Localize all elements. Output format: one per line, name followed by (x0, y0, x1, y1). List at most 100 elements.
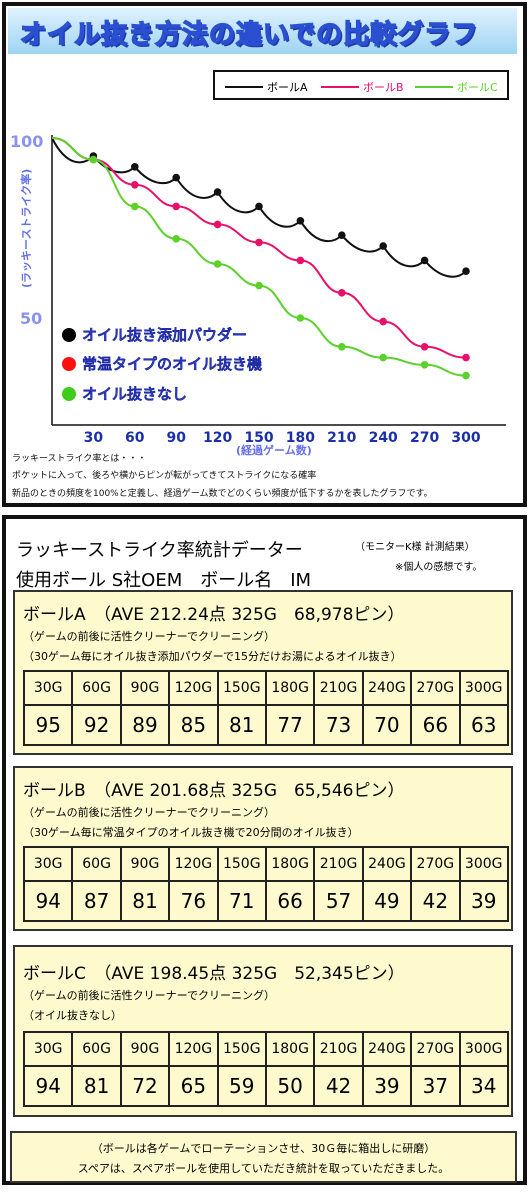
ball-c-value-9: 34 (458, 1065, 509, 1107)
x-tick-180: 180 (286, 430, 315, 446)
series-2-point-1 (131, 202, 139, 211)
ball-a-value-4: 81 (216, 704, 267, 746)
series-0-point-5 (296, 217, 305, 225)
ball-b-header-2: 90G (119, 846, 171, 882)
ball-c-header-8: 270G (410, 1031, 461, 1067)
legend-swatch-a (225, 86, 263, 88)
series-2-point-5 (296, 314, 305, 322)
ball-b-header-4: 150G (216, 846, 267, 882)
annotation-dot-b (62, 356, 76, 371)
ball-c-value-6: 42 (313, 1065, 364, 1107)
series-2-point-9 (462, 371, 470, 380)
y-axis-label: (ラッキーストライク率) (19, 169, 33, 288)
x-tick-300: 300 (451, 430, 480, 446)
ball-c-value-4: 59 (216, 1065, 267, 1107)
ball-b-header-9: 300G (458, 846, 509, 882)
series-2-point-2 (172, 235, 180, 243)
ball-c-value-1: 81 (71, 1065, 122, 1107)
ball-c-header-5: 180G (264, 1031, 316, 1067)
series-1-point-5 (296, 256, 305, 265)
ball-b-panel: ボールB （AVE 201.68点 325G 65,546ピン） （ゲームの前後… (13, 766, 513, 931)
ball-a-header-1: 60G (71, 670, 122, 706)
annotation-label-c: オイル抜きなし (82, 385, 188, 403)
title-band: オイル抜き方法の違いでの比較グラフ (8, 8, 517, 54)
series-2-point-0 (89, 155, 98, 164)
annotation-label-a: オイル抜き添加パウダー (82, 326, 248, 344)
x-tick-210: 210 (327, 430, 356, 446)
series-1-point-6 (338, 289, 346, 297)
ball-c-value-0: 94 (22, 1065, 74, 1107)
series-2-point-6 (338, 343, 346, 351)
ball-c-header-0: 30G (22, 1031, 74, 1067)
series-1-point-4 (255, 238, 263, 247)
ball-b-header-row: 30G 60G 90G 120G 150G 180G 210G 240G 270G 300G (22, 846, 509, 882)
x-tick-270: 270 (410, 430, 439, 446)
ball-c-value-7: 39 (361, 1065, 413, 1107)
line-chart: 100 50 (ラッキーストライク率) (経過ゲーム数) 30 60 90 120 15… (10, 132, 506, 457)
ball-b-value-9: 39 (458, 880, 509, 922)
x-tick-30: 30 (84, 430, 104, 446)
x-tick-90: 90 (166, 430, 186, 446)
ball-a-header-2: 90G (119, 670, 171, 706)
ball-c-value-5: 50 (264, 1065, 316, 1107)
ball-a-header-3: 120G (168, 670, 219, 706)
ball-a-panel: ボールA （AVE 212.24点 325G 68,978ピン） （ゲームの前後… (13, 590, 513, 755)
ball-a-value-1: 92 (71, 704, 122, 746)
stats-source: （モニターK様 計測結果） (355, 542, 475, 553)
ball-a-value-5: 77 (264, 704, 316, 746)
ball-a-value-6: 73 (313, 704, 364, 746)
series-2-point-8 (420, 361, 429, 369)
ball-c-table: 30G 60G 90G 120G 150G 180G 210G 240G 270G 300G 94… (22, 1031, 509, 1107)
annotation-dot-a (62, 327, 76, 342)
note-line-1: ラッキーストライク率とは・・・ (12, 454, 147, 464)
ball-c-header-4: 150G (216, 1031, 267, 1067)
x-tick-240: 240 (369, 430, 398, 446)
ball-b-header-6: 210G (313, 846, 364, 882)
ball-b-header-7: 240G (361, 846, 413, 882)
stats-disclaimer: ※個人の感想です。 (395, 562, 483, 573)
ball-c-heading: ボールC （AVE 198.45点 325G 52,345ピン） (23, 964, 405, 984)
ball-a-value-row: 95 92 89 85 81 77 73 70 66 63 (22, 704, 509, 746)
ball-c-header-1: 60G (71, 1031, 122, 1067)
series-layer (51, 137, 470, 380)
ball-a-header-8: 270G (410, 670, 461, 706)
ball-b-note-2: （30ゲーム毎に常温タイプのオイル抜き機で20分間のオイル抜き） (23, 826, 359, 839)
annotation-dot-c (62, 386, 76, 401)
x-tick-60: 60 (125, 430, 145, 446)
x-axis-label: (経過ゲーム数) (236, 443, 312, 457)
ball-b-header-5: 180G (264, 846, 316, 882)
ball-b-header-8: 270G (410, 846, 461, 882)
ball-b-header-0: 30G (22, 846, 74, 882)
ball-b-header-3: 120G (168, 846, 219, 882)
ball-a-table: 30G 60G 90G 120G 150G 180G 210G 240G 270G 300G 95… (22, 670, 509, 746)
annotation-b: 常温タイプのオイル抜き機 (62, 353, 262, 374)
legend-item-c: ボールC (415, 79, 498, 95)
x-tick-120: 120 (203, 430, 232, 446)
ball-b-value-6: 57 (313, 880, 364, 922)
ball-a-header-7: 240G (361, 670, 413, 706)
ball-a-note-2: （30ゲーム毎にオイル抜き添加パウダーで15分だけお湯によるオイル抜き） (23, 650, 402, 663)
ball-c-header-6: 210G (313, 1031, 364, 1067)
note-line-2: ポケットに入って、後ろや横からピンが転がってきてストライクになる確率 (12, 471, 317, 481)
x-tick-150: 150 (244, 430, 273, 446)
ball-c-panel: ボールC （AVE 198.45点 325G 52,345ピン） （ゲームの前後… (13, 945, 513, 1117)
y-tick-50: 50 (20, 309, 42, 328)
ball-a-value-2: 89 (119, 704, 171, 746)
legend-label-c: ボールC (457, 81, 498, 94)
legend-swatch-c (415, 86, 453, 88)
series-0-point-9 (462, 267, 470, 276)
annotation-c: オイル抜きなし (62, 383, 187, 404)
ball-c-value-2: 72 (119, 1065, 171, 1107)
footer-line-2: スペアは、スペアボールを使用していただき統計を取っていただきました。 (77, 1162, 450, 1175)
legend-item-b: ボールB (321, 79, 404, 95)
series-1-point-7 (379, 317, 388, 326)
legend-label-a: ボールA (267, 81, 308, 94)
ball-c-note-2: （オイル抜きなし） (23, 1009, 122, 1022)
series-1-point-8 (420, 343, 429, 351)
footer-line-1: （ボールは各ゲームでローテーションさせ、30Ｇ毎に箱出しに研磨） (91, 1142, 436, 1155)
ball-c-header-2: 90G (119, 1031, 171, 1067)
ball-a-header-4: 150G (216, 670, 267, 706)
series-0-point-1 (131, 163, 139, 171)
ball-a-value-3: 85 (168, 704, 219, 746)
series-0-point-6 (338, 231, 346, 239)
